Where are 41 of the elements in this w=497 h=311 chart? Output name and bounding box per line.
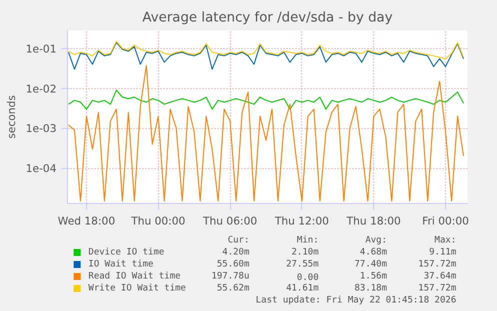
text: Last update: Fri May 22 01:45:18 2026	[256, 296, 456, 306]
legend-label: Read IO Wait time	[88, 272, 181, 282]
y-tick-label: 1e-03	[26, 122, 57, 136]
x-tick-label: Thu 12:00	[274, 214, 330, 228]
text: 77.40m	[354, 260, 388, 270]
text: Min:	[296, 236, 319, 246]
y-tick-label: 1e-02	[26, 82, 57, 96]
text: 55.62m	[216, 284, 250, 294]
text: 4.68m	[360, 248, 388, 258]
y-tick-label: 1e-04	[26, 162, 57, 176]
text: 9.11m	[429, 248, 456, 258]
text: 2.10m	[292, 248, 319, 258]
y-axis-title: seconds	[4, 94, 18, 139]
text: 157.72m	[418, 260, 456, 270]
text: Cur:	[228, 236, 250, 246]
text: 83.18m	[354, 284, 388, 294]
x-tick-label: Thu 18:00	[346, 214, 402, 228]
text: 1.56m	[360, 272, 388, 282]
x-tick-label: Wed 18:00	[58, 214, 116, 228]
text: 27.55m	[286, 260, 319, 270]
text: 197.78u	[211, 272, 250, 282]
text: 41.61m	[286, 284, 319, 294]
text: 4.20m	[222, 248, 250, 258]
line-series	[68, 90, 464, 110]
chart-title: Average latency for /dev/sda - by day	[142, 10, 393, 26]
line-series	[68, 40, 464, 60]
text: Avg:	[365, 236, 388, 246]
text: 0.00	[296, 273, 319, 283]
legend-label: Write IO Wait time	[88, 284, 186, 294]
legend-label: Device IO time	[88, 248, 164, 258]
x-tick-label: Thu 06:00	[202, 214, 258, 228]
text: 37.64m	[424, 272, 456, 282]
y-tick-label: 1e-01	[26, 42, 57, 56]
line-series	[68, 65, 464, 202]
text: 55.60m	[216, 260, 250, 270]
text: Max:	[434, 236, 456, 246]
text: 157.72m	[418, 284, 456, 294]
line-series	[68, 42, 464, 70]
legend-label: IO Wait time	[88, 260, 154, 270]
x-tick-label: Fri 00:00	[422, 214, 470, 228]
x-tick-label: Thu 00:00	[130, 214, 186, 228]
